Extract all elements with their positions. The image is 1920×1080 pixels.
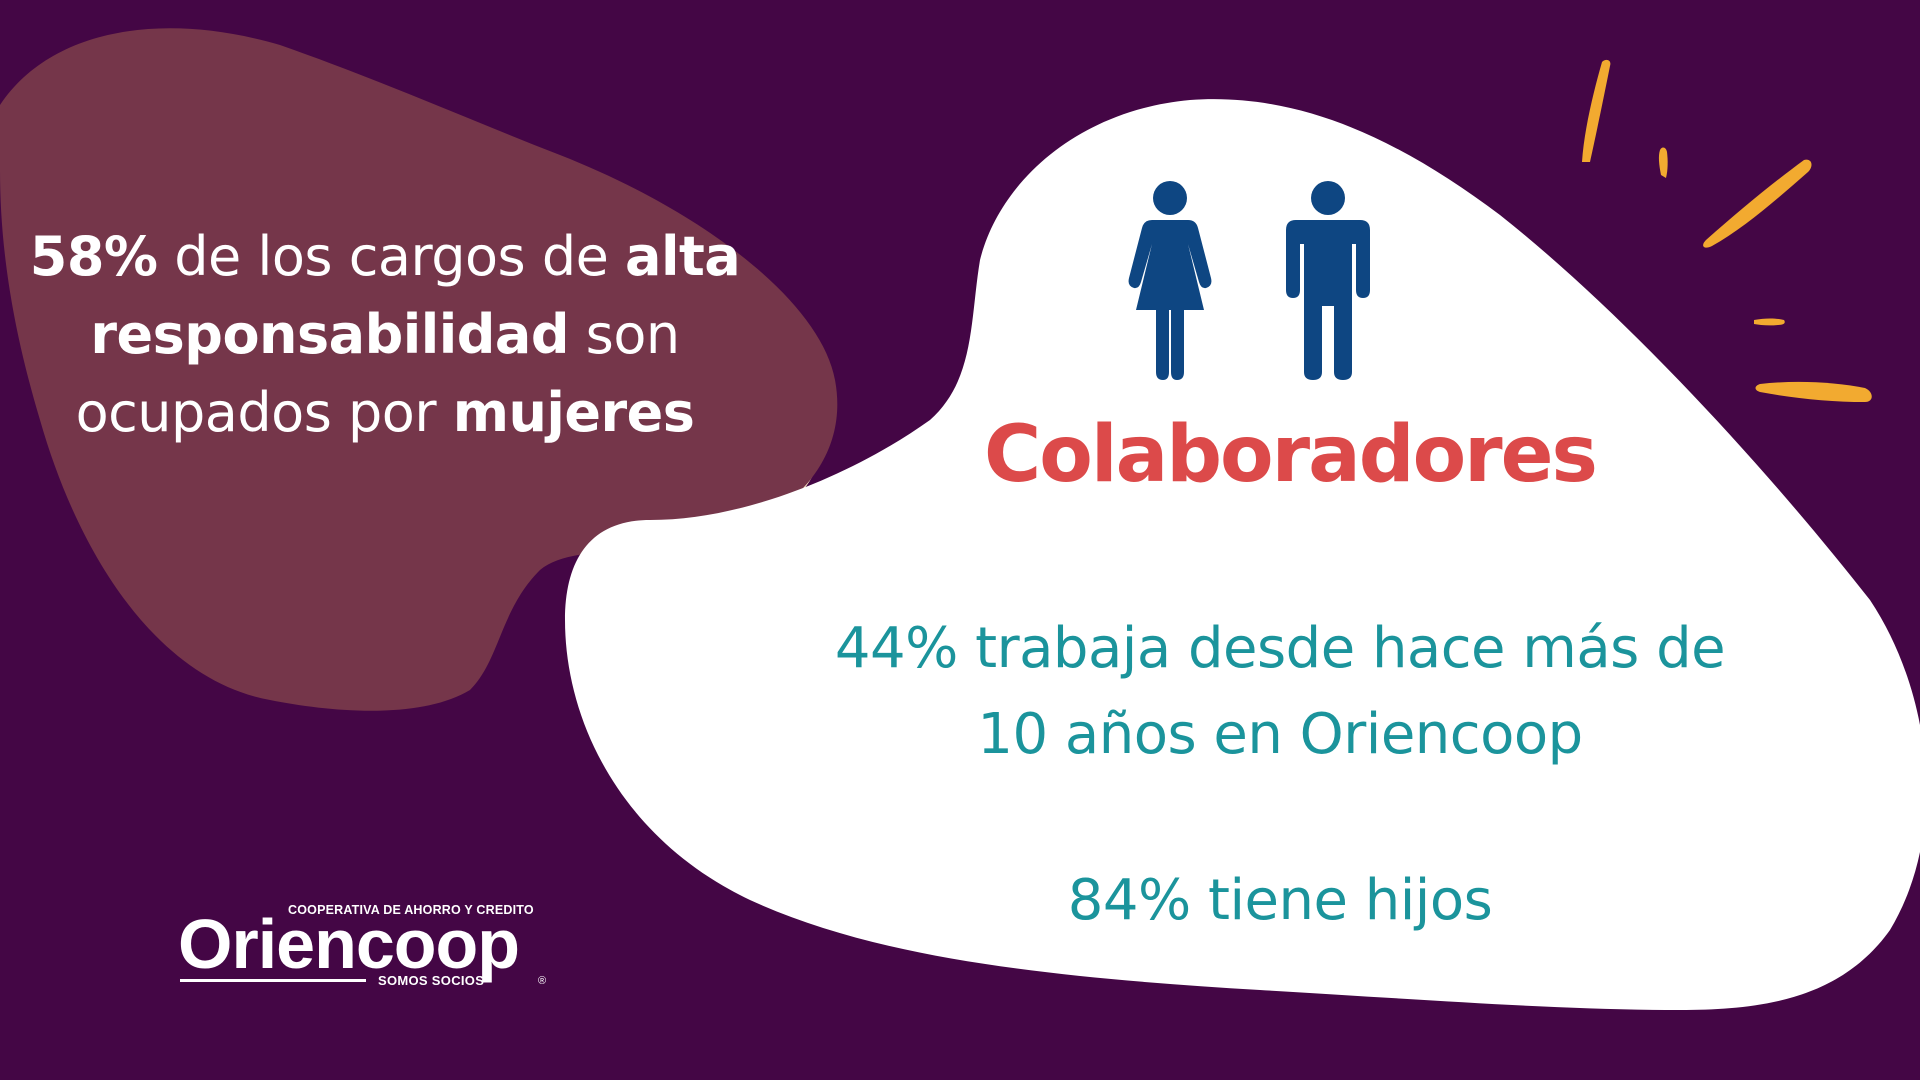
- women-highlight: mujeres: [452, 381, 695, 444]
- senior-roles-percent: 58%: [29, 225, 158, 288]
- people-icons: [1128, 181, 1370, 380]
- logo-underline: [180, 979, 366, 982]
- page-title: Colaboradores: [984, 410, 1598, 500]
- right-blob: [565, 99, 1920, 1010]
- oriencoop-logo: COOPERATIVA DE AHORRO Y CREDITO Oriencoo…: [178, 903, 558, 993]
- logo-name: Oriencoop: [178, 905, 520, 983]
- tenure-stat-line-1: 44% trabaja desde hace más de: [834, 616, 1726, 681]
- yellow-rays: [1582, 59, 1872, 402]
- logo-subtitle: SOMOS SOCIOS: [378, 973, 485, 988]
- logo-tagline: COOPERATIVA DE AHORRO Y CREDITO: [288, 903, 534, 917]
- senior-roles-stat: 58% de los cargos de alta responsabilidad…: [29, 225, 741, 444]
- registered-mark: ®: [538, 975, 547, 987]
- man-icon: [1286, 181, 1370, 380]
- children-stat: 84% tiene hijos: [1067, 868, 1493, 933]
- tenure-stat-line-2: 10 años en Oriencoop: [977, 702, 1583, 767]
- tenure-stat: 44% trabaja desde hace más de 10 años en…: [780, 606, 1780, 778]
- woman-icon: [1128, 181, 1212, 380]
